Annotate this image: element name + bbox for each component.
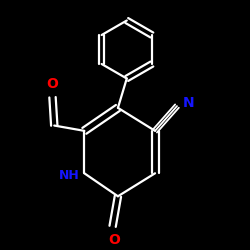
Text: NH: NH [59, 168, 80, 181]
Text: O: O [108, 233, 120, 247]
Text: N: N [182, 96, 194, 110]
Text: O: O [46, 77, 58, 91]
